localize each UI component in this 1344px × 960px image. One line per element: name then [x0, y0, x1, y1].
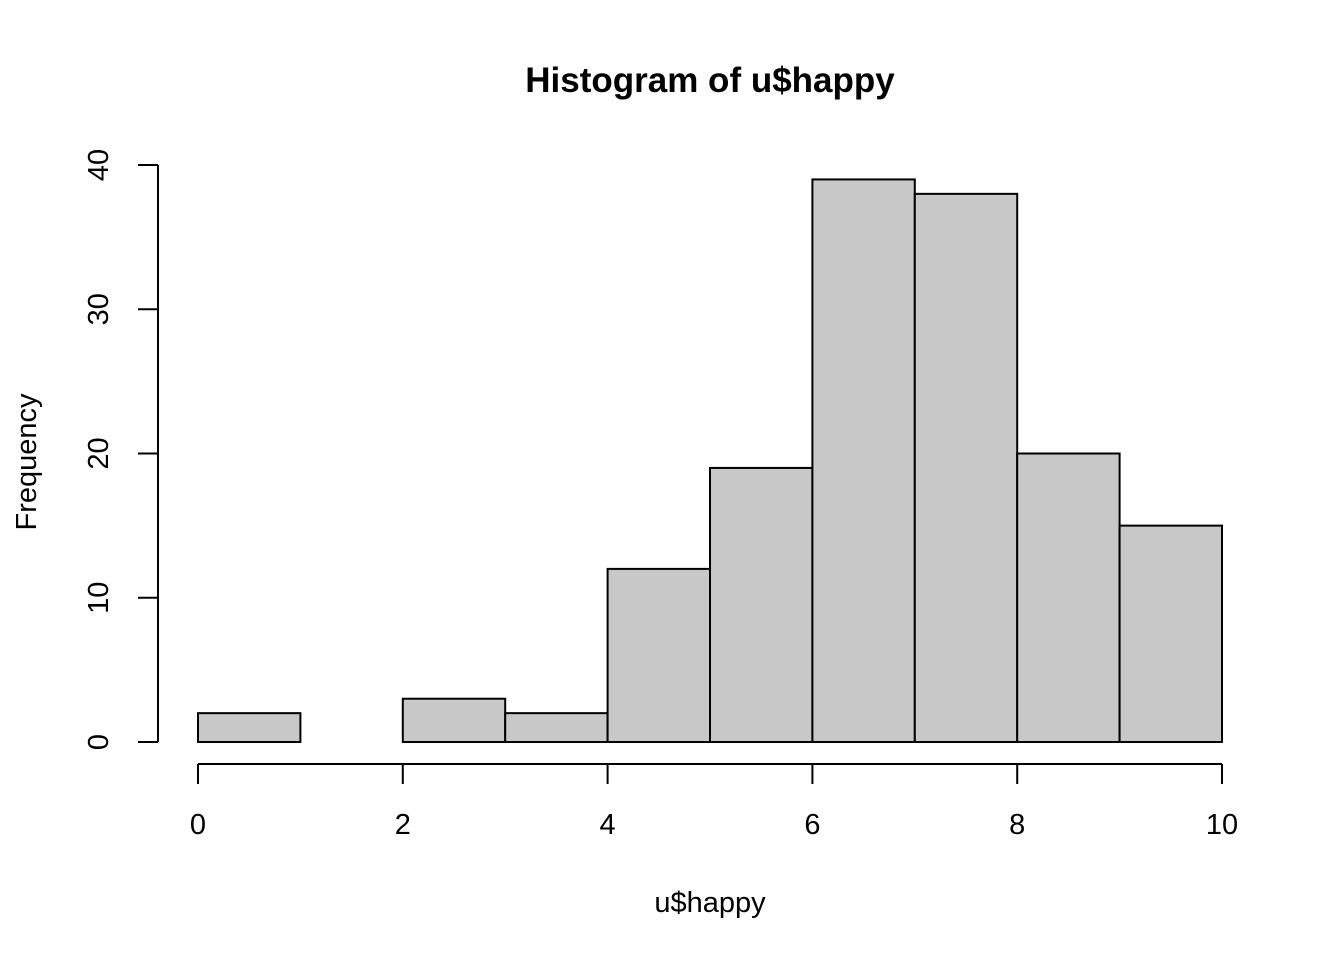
x-tick-label: 6: [804, 809, 820, 841]
y-tick-label: 0: [83, 734, 115, 750]
y-tick-label: 30: [83, 293, 115, 325]
x-tick-label: 4: [600, 809, 616, 841]
x-tick-label: 2: [395, 809, 411, 841]
x-tick-label: 0: [190, 809, 206, 841]
y-tick-label: 20: [83, 437, 115, 469]
y-axis: 0 10 20 30 40: [83, 149, 159, 750]
histogram-bar: [401, 697, 507, 743]
histogram-bar: [1118, 524, 1223, 743]
x-axis: 0 2 4 6 8 10: [190, 763, 1238, 841]
x-tick-label: 8: [1009, 809, 1025, 841]
chart-title: Histogram of u$happy: [525, 61, 895, 100]
histogram-bar: [709, 466, 814, 743]
x-axis-label: u$happy: [654, 887, 766, 919]
histogram-bar: [504, 712, 609, 744]
y-tick-label: 40: [83, 149, 115, 181]
histogram-bars: [197, 178, 1223, 744]
histogram-bar: [913, 192, 1019, 744]
histogram-bar: [606, 567, 711, 744]
histogram-bar: [811, 178, 916, 744]
histogram-bar: [197, 712, 302, 744]
histogram-bar: [1016, 452, 1121, 743]
y-axis-label: Frequency: [11, 393, 43, 531]
x-tick-label: 10: [1206, 809, 1238, 841]
y-tick-label: 10: [83, 582, 115, 614]
